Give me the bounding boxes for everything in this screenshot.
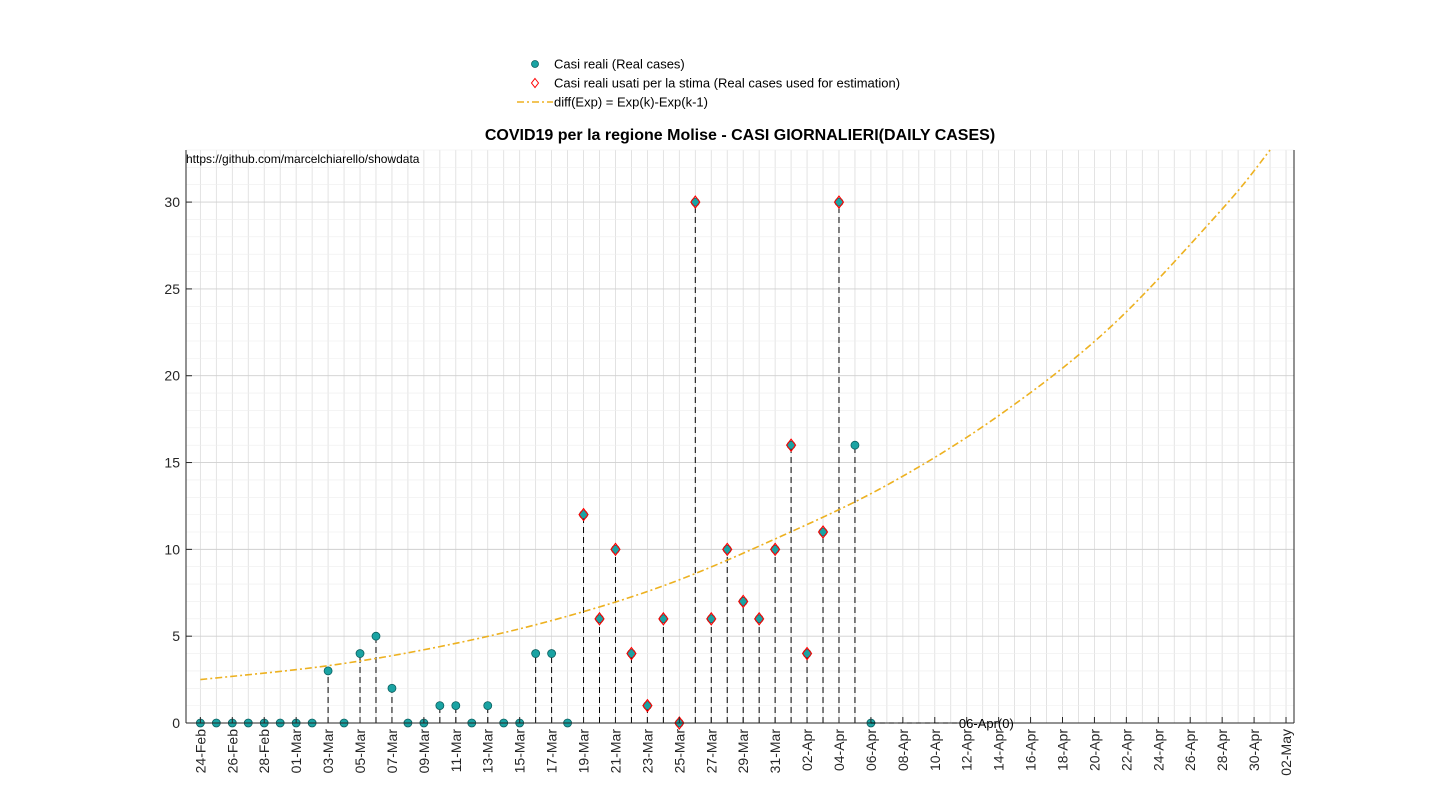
y-tick-label: 0 [172,715,180,731]
x-tick-label: 09-Mar [416,729,432,774]
x-tick-label: 04-Apr [831,729,847,771]
exp-curve-line [200,149,1271,681]
x-tick-label: 16-Apr [1023,729,1039,771]
legend: Casi reali (Real cases) Casi reali usati … [517,57,900,110]
x-tick-label: 10-Apr [927,729,943,771]
data-point-real [435,701,445,711]
data-point-estimation [722,542,733,557]
data-point-estimation [801,646,813,661]
y-tick-label: 15 [164,455,180,471]
grid-lines [186,149,1294,724]
annotations: 06-Apr(0) [870,716,1014,731]
x-tick-label: 06-Apr [863,729,879,771]
data-point-estimation [610,542,621,557]
legend-marker-circle [531,60,539,68]
x-tick-label: 05-Mar [352,729,368,774]
data-point-real [547,649,557,658]
x-tick-label: 20-Apr [1086,729,1102,771]
y-tick-label: 25 [164,281,180,297]
x-tick-label: 19-Mar [576,729,592,774]
data-point-estimation [738,594,749,609]
x-tick-label: 03-Mar [320,729,336,774]
exp-curve [200,149,1271,681]
y-tick-label: 5 [172,628,180,644]
data-point-estimation [706,611,717,626]
data-point-estimation [674,716,685,730]
x-tick-label: 21-Mar [607,729,623,774]
x-tick-label: 24-Feb [192,729,208,774]
data-point-real [355,649,365,658]
x-tick-label: 08-Apr [895,729,911,771]
x-tick-label: 25-Mar [671,729,687,774]
legend-label: Casi reali (Real cases) [554,57,685,72]
legend-marker-diamond [530,77,540,89]
x-tick-label: 15-Mar [512,729,528,774]
data-point-estimation [817,525,829,539]
data-point-estimation [769,542,781,557]
x-tick-label: 02-May [1278,729,1294,776]
data-point-estimation [642,698,653,713]
data-point-estimation [785,438,797,453]
data-point-real [323,666,333,676]
data-point-real [451,701,461,711]
x-tick-label: 01-Mar [288,729,304,774]
data-point-real [850,440,860,450]
legend-label: Casi reali usati per la stima (Real case… [554,76,900,91]
x-tick-label: 12-Apr [959,729,975,771]
x-tick-label: 24-Apr [1150,729,1166,771]
x-tick-label: 28-Apr [1214,729,1230,771]
data-point-estimation [658,611,669,626]
data-point-real [483,701,493,711]
x-tick-label: 26-Apr [1182,729,1198,771]
y-tick-label: 20 [164,368,180,384]
x-tick-label: 26-Feb [224,729,240,774]
data-point-estimation [690,195,701,210]
x-tick-label: 18-Apr [1055,729,1071,771]
source-url: https://github.com/marcelchiarello/showd… [186,152,420,166]
x-tick-label: 22-Apr [1118,729,1134,771]
y-tick-label: 30 [164,194,180,210]
legend-label: diff(Exp) = Exp(k)-Exp(k-1) [554,95,708,110]
data-point-estimation [753,611,765,626]
y-tick-label: 10 [164,541,180,557]
x-tick-label: 30-Apr [1246,729,1262,771]
chart-title: COVID19 per la regione Molise - CASI GIO… [485,127,995,144]
x-tick-label: 31-Mar [767,729,783,774]
data-point-estimation [578,507,589,522]
data-point-estimation [833,195,845,210]
x-tick-label: 02-Apr [799,729,815,771]
x-tick-label: 07-Mar [384,729,400,774]
x-tick-label: 27-Mar [703,729,719,774]
data-point-real [387,683,397,693]
x-tick-labels: 24-Feb 26-Feb 28-Feb 01-Mar 03-Mar 05-Mar 07-M… [192,729,1294,776]
y-tick-labels: 0 5 10 15 20 25 30 [164,194,180,731]
estimation-points [578,195,845,730]
stem-lines [327,202,856,723]
x-tick-label: 11-Mar [448,729,464,773]
annotation-label: 06-Apr(0) [959,716,1014,731]
x-tick-label: 13-Mar [480,729,496,774]
data-point-real [531,649,541,658]
x-tick-label: 23-Mar [639,729,655,774]
axes [185,150,1295,724]
data-point-real [371,631,381,641]
x-tick-label: 17-Mar [544,729,560,774]
x-tick-label: 14-Apr [991,729,1007,771]
x-tick-label: 28-Feb [256,729,272,774]
data-point-estimation [626,646,637,661]
data-point-estimation [594,611,605,626]
x-tick-label: 29-Mar [735,729,751,774]
